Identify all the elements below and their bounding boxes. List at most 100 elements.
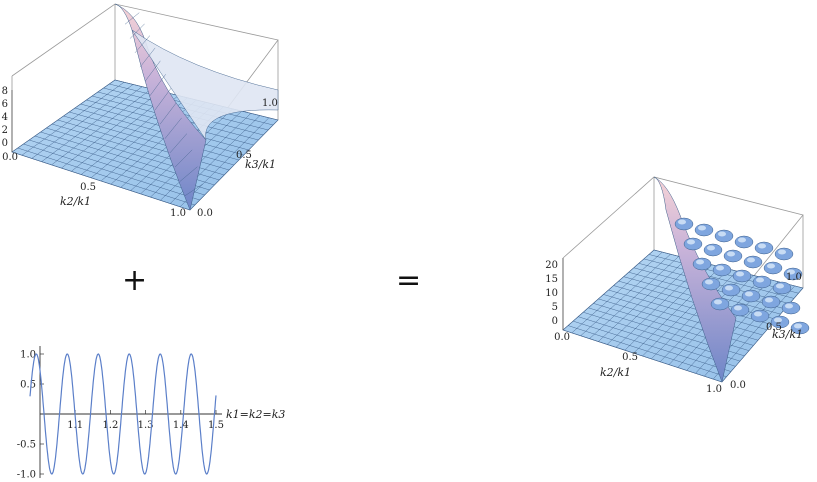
ridge-line [149, 74, 166, 96]
left-z-tick-label: 8 [2, 86, 8, 97]
right-y-tick-label: 0.5 [766, 322, 782, 333]
left-z-tick-label: 6 [2, 99, 8, 110]
left-x-tick-label: 1.0 [170, 208, 186, 219]
bump-highlight [754, 311, 762, 317]
bump-highlight [696, 259, 704, 265]
bump-highlight [745, 291, 753, 297]
left-z-tick-label: 0 [2, 138, 8, 149]
bump-highlight [794, 323, 802, 329]
right-y-tick-label: 1.0 [786, 272, 802, 283]
bump-highlight [725, 285, 733, 291]
right-x-axis-label: k2/k1 [600, 366, 631, 379]
bump-highlight [767, 263, 775, 269]
right-z-tick-label: 0 [552, 316, 558, 327]
bump-highlight [678, 219, 686, 225]
sine-x-tick-label: 1.1 [67, 420, 83, 431]
equals-operator: = [396, 263, 421, 298]
left-z-tick-label: 2 [2, 125, 8, 136]
left-surface-ridge-lines [124, 12, 203, 196]
bump-highlight [747, 257, 755, 263]
ridge-line [184, 183, 203, 196]
bump-highlight [707, 245, 715, 251]
right-x-tick-label: 1.0 [706, 384, 722, 395]
left-y-tick-label: 0.5 [236, 150, 252, 161]
sine-y-tick-label: 1.0 [20, 350, 36, 361]
bump-highlight [698, 225, 706, 231]
mesh-line [643, 258, 795, 299]
plus-operator: + [122, 263, 147, 298]
right-surface-oscillations [674, 217, 810, 335]
bump-highlight [705, 279, 713, 285]
right-surface-plot: 0 5 10 15 20 0.0 0.5 1.0 0.0 0.5 1.0 k2/k1 k3/k1 [545, 176, 810, 395]
ridge-line [144, 60, 161, 82]
bump-highlight [718, 231, 726, 237]
ridge-line [169, 133, 188, 153]
sine-y-ticks: 1.0 0.5 -0.5 -1.0 [17, 350, 44, 481]
ridge-line [124, 12, 140, 25]
mesh-line [179, 117, 270, 207]
left-x-axis-label: k2/k1 [60, 195, 91, 208]
right-x-tick-label: 0.0 [554, 332, 570, 343]
left-surface-ridge [114, 3, 207, 211]
right-z-tick-labels: 0 5 10 15 20 [545, 260, 558, 327]
left-x-tick-labels: 0.0 0.5 1.0 [2, 152, 186, 219]
sine-x-tick-label: 1.5 [208, 420, 224, 431]
sine-x-axis-label: k1=k2=k3 [226, 408, 285, 421]
left-surface-plot: 0 2 4 6 8 0.0 0.5 1.0 0.0 0.5 1.0 k2/k1 k3/k1 [2, 3, 279, 219]
left-x-tick-label: 0.0 [2, 152, 18, 163]
bump-highlight [774, 317, 782, 323]
ridge-line [179, 166, 198, 182]
sine-series-line [29, 353, 217, 475]
ridge-line [159, 102, 177, 125]
bump-highlight [785, 303, 793, 309]
bump-highlight [727, 251, 735, 257]
ridge-line [154, 88, 172, 111]
bump-highlight [714, 299, 722, 305]
right-x-tick-label: 0.5 [622, 352, 638, 363]
right-x-tick-labels: 0.0 0.5 1.0 [554, 332, 722, 395]
bump-highlight [736, 271, 744, 277]
left-y-tick-label: 1.0 [262, 98, 278, 109]
mesh-line [695, 281, 779, 374]
right-z-tick-label: 10 [545, 288, 558, 299]
right-z-tick-label: 20 [545, 260, 558, 271]
left-y-axis-label: k3/k1 [245, 158, 276, 171]
left-y-tick-labels: 0.0 0.5 1.0 [197, 98, 278, 219]
mesh-line [160, 113, 251, 201]
bump-highlight [776, 283, 784, 289]
bump-highlight [765, 297, 773, 303]
sine-x-tick-label: 1.2 [102, 420, 118, 431]
left-z-tick-label: 4 [2, 112, 8, 123]
sine-plot: 1.1 1.2 1.3 1.4 1.5 1.0 0.5 -0.5 -1.0 k1=k2=k3 [17, 346, 285, 481]
ridge-line [134, 35, 151, 53]
right-z-tick-label: 5 [552, 302, 558, 313]
bump-highlight [787, 269, 795, 275]
ridge-line [139, 47, 156, 68]
bump-highlight [756, 277, 764, 283]
left-z-tick-labels: 0 2 4 6 8 [2, 86, 8, 149]
mesh-line [189, 119, 279, 211]
right-surface-ridge [653, 176, 737, 383]
mesh-line [712, 285, 795, 380]
sine-y-tick-label: -0.5 [17, 440, 36, 451]
bump-highlight [738, 237, 746, 243]
left-x-tick-label: 0.5 [80, 182, 96, 193]
ridge-line [174, 149, 193, 168]
left-surface-tail [131, 29, 279, 141]
bump-highlight [758, 243, 766, 249]
bump-highlight [687, 239, 695, 245]
bump-highlight [734, 305, 742, 311]
sine-x-tick-label: 1.3 [138, 420, 154, 431]
right-y-axis-label: k3/k1 [772, 328, 803, 341]
left-y-tick-label: 0.0 [197, 208, 213, 219]
bump-highlight [716, 265, 724, 271]
sine-y-tick-label: 0.5 [20, 380, 36, 391]
ridge-line [129, 23, 145, 39]
right-y-tick-labels: 0.0 0.5 1.0 [730, 272, 802, 391]
sine-y-tick-label: -1.0 [17, 470, 36, 481]
ridge-line [164, 117, 182, 139]
sine-x-tick-label: 1.4 [173, 420, 189, 431]
right-z-tick-label: 15 [545, 274, 558, 285]
right-y-tick-label: 0.0 [730, 380, 746, 391]
